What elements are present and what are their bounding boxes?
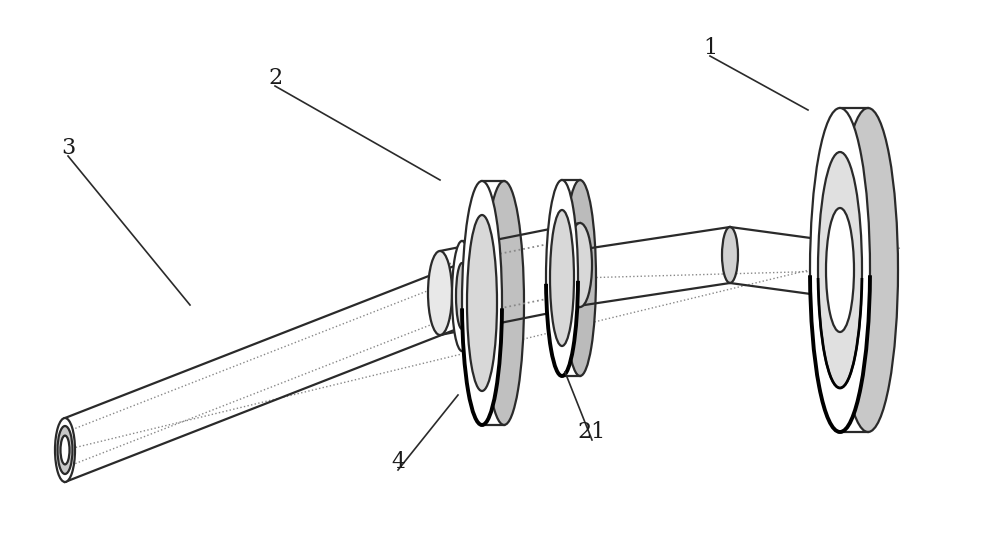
Ellipse shape [452,269,468,323]
Text: 1: 1 [703,37,717,59]
Ellipse shape [568,223,592,307]
Ellipse shape [564,180,596,376]
Ellipse shape [58,426,72,474]
Ellipse shape [550,210,574,346]
Ellipse shape [456,263,468,329]
Ellipse shape [452,241,472,351]
Ellipse shape [467,215,497,391]
Ellipse shape [60,436,70,464]
Ellipse shape [810,108,870,432]
Ellipse shape [818,152,862,388]
Text: 21: 21 [578,421,606,443]
Ellipse shape [546,180,578,376]
Ellipse shape [826,208,854,332]
Text: 2: 2 [268,67,282,89]
Ellipse shape [466,241,486,351]
Ellipse shape [428,251,452,335]
Text: 3: 3 [61,137,75,159]
Text: 4: 4 [391,451,405,473]
Ellipse shape [722,227,738,283]
Ellipse shape [484,181,524,425]
Ellipse shape [55,418,75,482]
Ellipse shape [838,108,898,432]
Ellipse shape [462,181,502,425]
